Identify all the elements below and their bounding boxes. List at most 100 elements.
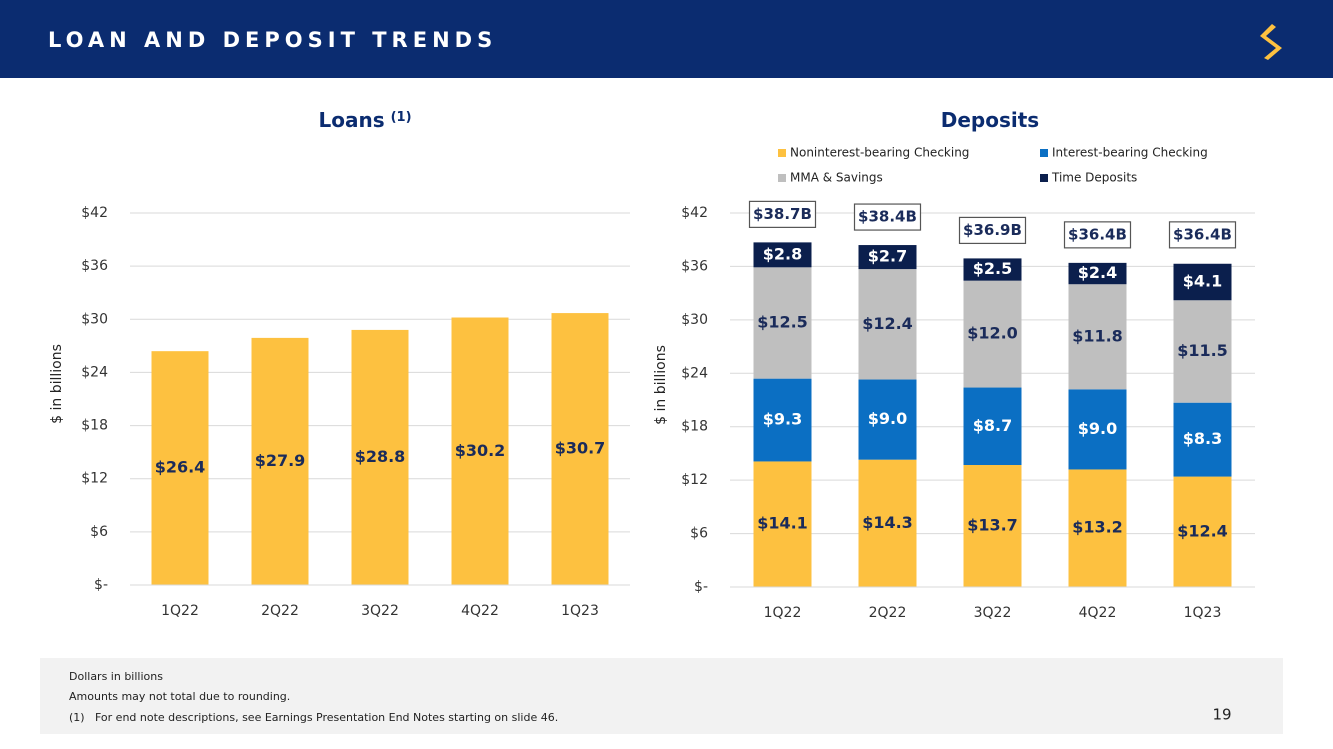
y-tick-label: $30 — [81, 311, 108, 327]
y-tick-label: $12 — [81, 471, 108, 487]
data-label: $14.3 — [862, 513, 913, 532]
bar-segment — [1173, 402, 1232, 477]
data-label: $26.4 — [155, 458, 206, 477]
bar — [551, 313, 609, 585]
y-tick-label: $36 — [681, 258, 708, 274]
bar-segment — [1173, 476, 1232, 587]
chart-title: Loans (1) — [318, 108, 411, 132]
total-box — [1063, 221, 1132, 249]
bar-segment — [858, 269, 917, 380]
data-label: $28.8 — [355, 447, 406, 466]
data-label: $8.3 — [1183, 429, 1222, 448]
logo — [1260, 24, 1282, 60]
footnote: Amounts may not total due to rounding. — [69, 690, 290, 703]
bar-segment — [963, 258, 1022, 281]
x-tick-label: 4Q22 — [1079, 605, 1117, 621]
y-axis-label: $ in billions — [49, 344, 65, 424]
y-tick-label: $24 — [81, 364, 108, 380]
bar-segment — [753, 378, 812, 462]
total-box — [1168, 221, 1237, 249]
bar-segment — [963, 387, 1022, 466]
legend-label: Interest-bearing Checking — [1052, 146, 1208, 160]
x-tick-label: 2Q22 — [869, 605, 907, 621]
x-tick-label: 2Q22 — [261, 603, 299, 619]
x-tick-label: 1Q23 — [1184, 605, 1222, 621]
bar — [151, 351, 209, 585]
y-tick-label: $36 — [81, 258, 108, 274]
data-label: $2.5 — [973, 259, 1012, 278]
bar — [351, 329, 409, 585]
data-label: $12.4 — [862, 314, 913, 333]
y-tick-label: $12 — [681, 472, 708, 488]
page-number: 19 — [1212, 706, 1231, 724]
legend-swatch — [1040, 174, 1048, 182]
bar-segment — [963, 280, 1022, 388]
data-label: $13.7 — [967, 516, 1018, 535]
y-tick-label: $6 — [90, 524, 108, 540]
bar — [451, 317, 509, 585]
x-tick-label: 1Q23 — [561, 603, 599, 619]
data-label: $9.0 — [868, 409, 907, 428]
y-tick-label: $42 — [81, 205, 108, 221]
legend-swatch — [778, 174, 786, 182]
endnote-text: For end note descriptions, see Earnings … — [95, 711, 558, 724]
data-label: $12.4 — [1177, 521, 1228, 540]
data-label: $2.7 — [868, 247, 907, 266]
data-label: $11.8 — [1072, 326, 1123, 345]
legend-swatch — [1040, 149, 1048, 157]
total-label: $36.4B — [1173, 225, 1232, 243]
bar-segment — [1173, 263, 1232, 301]
bar-segment — [858, 245, 917, 270]
bar-segment — [858, 379, 917, 460]
x-tick-label: 1Q22 — [161, 603, 199, 619]
total-box — [748, 200, 817, 228]
y-tick-label: $42 — [681, 205, 708, 221]
bar-segment — [1068, 262, 1127, 285]
data-label: $13.2 — [1072, 518, 1123, 537]
y-axis-label: $ in billions — [653, 345, 669, 425]
footer-box — [40, 658, 1283, 734]
data-label: $14.1 — [757, 514, 808, 533]
y-tick-label: $6 — [690, 526, 708, 542]
bar-segment — [858, 459, 917, 587]
chart-title-text: Loans — [318, 108, 384, 132]
y-tick-label: $- — [694, 579, 708, 595]
header-bar — [0, 0, 1333, 78]
data-label: $30.7 — [555, 439, 606, 458]
data-label: $12.5 — [757, 312, 808, 331]
bar-segment — [1068, 284, 1127, 390]
bar-segment — [753, 242, 812, 268]
legend-label: MMA & Savings — [790, 171, 883, 185]
x-tick-label: 1Q22 — [764, 605, 802, 621]
data-label: $27.9 — [255, 451, 306, 470]
y-tick-label: $24 — [681, 365, 708, 381]
total-label: $36.4B — [1068, 225, 1127, 243]
data-label: $2.8 — [763, 244, 802, 263]
bar-segment — [1068, 389, 1127, 470]
footnote: Dollars in billions — [69, 670, 163, 683]
data-label: $9.3 — [763, 410, 802, 429]
x-tick-label: 3Q22 — [974, 605, 1012, 621]
y-tick-label: $30 — [681, 312, 708, 328]
y-tick-label: $18 — [681, 419, 708, 435]
header-title: LOAN AND DEPOSIT TRENDS — [48, 28, 497, 52]
legend-swatch — [778, 149, 786, 157]
bar — [251, 337, 309, 585]
data-label: $2.4 — [1078, 263, 1117, 282]
bar-segment — [1068, 469, 1127, 587]
data-label: $4.1 — [1183, 272, 1222, 291]
bar-segment — [1173, 300, 1232, 403]
chart-title: Deposits — [941, 108, 1039, 132]
data-label: $9.0 — [1078, 419, 1117, 438]
data-label: $8.7 — [973, 416, 1012, 435]
endnote-marker: (1) — [69, 711, 85, 724]
x-tick-label: 4Q22 — [461, 603, 499, 619]
bar-segment — [963, 465, 1022, 587]
legend-label: Time Deposits — [1051, 171, 1137, 185]
bar-segment — [753, 461, 812, 587]
data-label: $11.5 — [1177, 341, 1228, 360]
total-box — [958, 216, 1027, 245]
data-label: $30.2 — [455, 441, 506, 460]
data-label: $12.0 — [967, 324, 1018, 343]
